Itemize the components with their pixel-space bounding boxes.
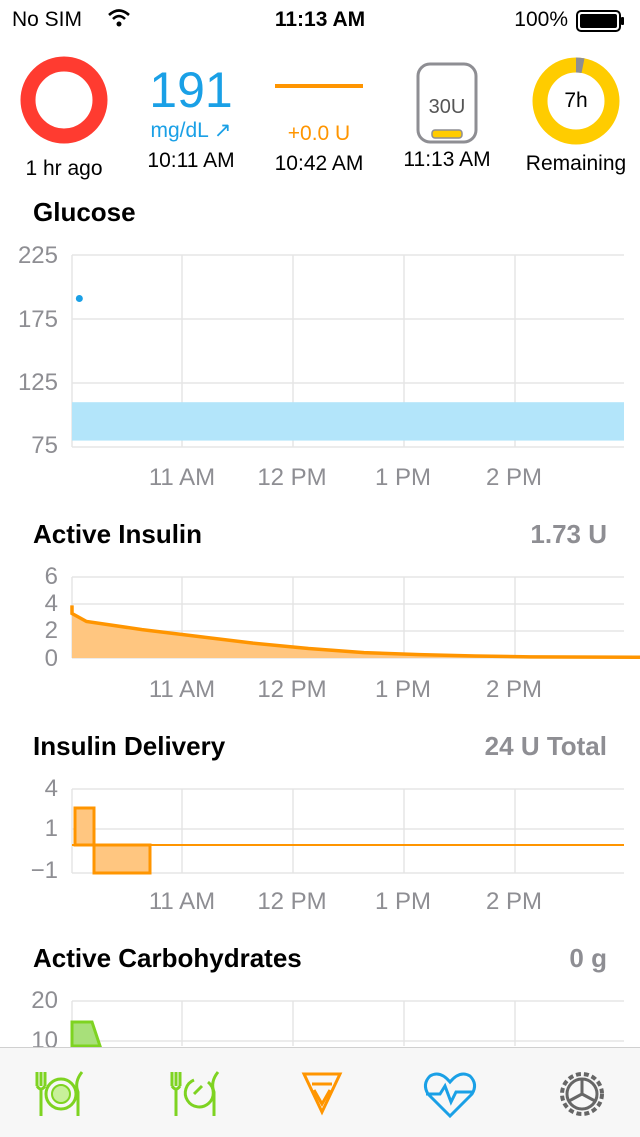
insulin-y-tick: 0 — [44, 645, 58, 672]
insulin-delivery-value: 24 U Total — [484, 731, 607, 761]
glucose-y-tick: 75 — [31, 432, 58, 459]
glucose-chart-title: Glucose — [33, 197, 136, 227]
glucose-value: 191 — [149, 62, 233, 118]
glucose-y-tick: 125 — [17, 369, 58, 396]
add-carbs-button[interactable] — [28, 1064, 88, 1124]
temp-basal-value: +0.0 U — [287, 122, 351, 145]
sensor-status[interactable]: 7h Remaining — [512, 50, 640, 176]
bolus-icon — [301, 1072, 343, 1116]
pre-meal-icon — [170, 1071, 220, 1116]
gear-icon — [560, 1072, 604, 1116]
battery-icon — [576, 10, 626, 38]
glucose-point — [75, 295, 83, 303]
glucose-y-tick: 175 — [17, 306, 58, 333]
insulin-x-tick: 2 PM — [485, 676, 542, 703]
active-insulin-area — [72, 605, 640, 658]
bolus-button[interactable] — [292, 1064, 352, 1124]
heart-icon — [423, 1072, 477, 1119]
glucose-y-tick: 225 — [17, 242, 58, 269]
carbs-y-tick: 20 — [31, 987, 58, 1014]
delivery-x-tick: 12 PM — [257, 888, 327, 915]
insulin-y-tick: 6 — [44, 563, 58, 590]
active-insulin-value: 1.73 U — [530, 519, 607, 549]
active-carbs-area — [70, 1020, 103, 1048]
carrier-label: No SIM — [12, 8, 83, 31]
reservoir-level: 30U — [428, 96, 466, 118]
health-button[interactable] — [420, 1064, 480, 1124]
glucose-x-tick: 11 AM — [148, 464, 216, 491]
reservoir-status[interactable]: 30U 11:13 AM — [383, 50, 511, 172]
insulin-x-tick: 11 AM — [148, 676, 216, 703]
delivery-segment — [73, 806, 96, 847]
meal-plate-icon — [35, 1071, 84, 1116]
glucose-x-tick: 2 PM — [485, 464, 542, 491]
pre-meal-button[interactable] — [164, 1064, 224, 1124]
delivery-x-tick: 1 PM — [374, 888, 431, 915]
temp-basal-status[interactable]: +0.0 U 10:42 AM — [255, 50, 383, 176]
insulin-x-tick: 1 PM — [374, 676, 431, 703]
battery-percent: 100% — [514, 8, 568, 31]
reservoir-icon: 30U — [416, 62, 478, 144]
status-bar: No SIM 11:13 AM 100% — [0, 0, 640, 40]
glucose-x-tick: 1 PM — [374, 464, 431, 491]
loop-last-run: 1 hr ago — [25, 157, 103, 180]
delivery-y-tick: 4 — [44, 775, 58, 802]
sensor-remaining: 7h — [564, 89, 588, 112]
temp-basal-time: 10:42 AM — [274, 152, 364, 175]
delivery-y-tick: −1 — [30, 857, 58, 884]
delivery-x-tick: 2 PM — [485, 888, 542, 915]
active-carbs-value: 0 g — [569, 943, 607, 973]
delivery-x-tick: 11 AM — [148, 888, 216, 915]
loop-status[interactable]: 1 hr ago — [0, 50, 128, 181]
sensor-label: Remaining — [525, 152, 627, 175]
sensor-ring-icon: 7h — [531, 56, 621, 146]
insulin-x-tick: 12 PM — [257, 676, 327, 703]
insulin-delivery-title: Insulin Delivery — [33, 731, 226, 761]
insulin-y-tick: 2 — [44, 617, 58, 644]
insulin-y-tick: 4 — [44, 590, 58, 617]
delivery-segment — [92, 843, 152, 875]
basal-rate-line — [275, 84, 363, 88]
active-insulin-title: Active Insulin — [33, 519, 203, 549]
active-carbs-title: Active Carbohydrates — [33, 943, 302, 973]
glucose-status[interactable]: 191 mg/dL ↗ 10:11 AM — [127, 50, 255, 173]
glucose-target-range — [72, 402, 624, 441]
glucose-unit: mg/dL ↗ — [150, 119, 232, 142]
active-insulin-line — [70, 605, 640, 660]
glucose-x-tick: 12 PM — [257, 464, 327, 491]
settings-button[interactable] — [552, 1064, 612, 1124]
tab-bar — [0, 1047, 640, 1137]
reservoir-time: 11:13 AM — [403, 148, 491, 171]
glucose-time: 10:11 AM — [147, 149, 235, 172]
wifi-icon — [108, 9, 130, 33]
clock: 11:13 AM — [274, 8, 366, 31]
delivery-y-tick: 1 — [44, 815, 58, 842]
loop-ring-icon — [20, 56, 108, 144]
